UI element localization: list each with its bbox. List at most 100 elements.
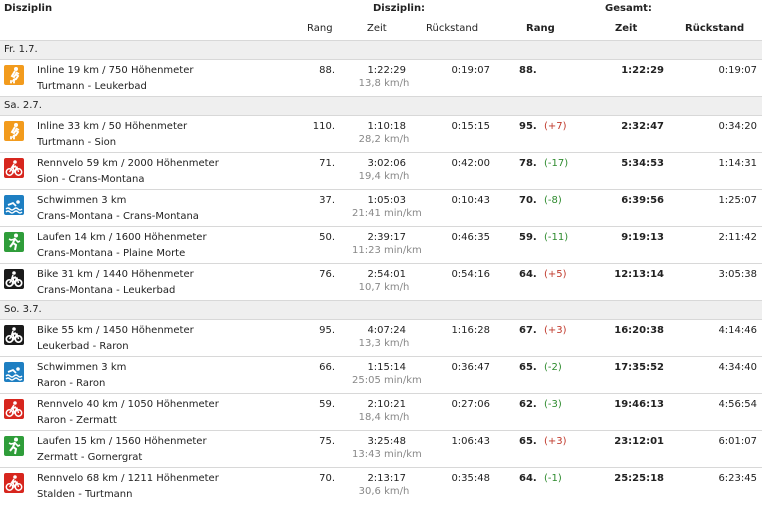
rueckstand-value: 0:15:15 — [451, 121, 490, 132]
disziplin-header: Disziplin — [4, 3, 53, 14]
header-row-2: Rang Zeit Rückstand Rang Zeit Rückstand — [0, 23, 774, 37]
gesamt-zeit-value: 25:25:18 — [614, 473, 664, 484]
event-route: Raron - Raron — [37, 378, 106, 389]
event-route: Crans-Montana - Plaine Morte — [37, 248, 186, 259]
gesamt-zeit-value: 9:19:13 — [621, 232, 664, 243]
gesamt-rueckstand-value: 4:34:40 — [718, 362, 757, 373]
speed-value: 30,6 km/h — [358, 486, 410, 497]
zeit-value: 1:22:29 — [367, 65, 406, 76]
table-row: Rennvelo 59 km / 2000 Höhenmeter Sion - C… — [0, 152, 762, 189]
speed-value: 19,4 km/h — [358, 171, 410, 182]
day-label: Sa. 2.7. — [4, 100, 42, 111]
gesamt-rueckstand-value: 1:14:31 — [718, 158, 757, 169]
rueckstand-header: Rückstand — [426, 23, 479, 34]
rueckstand-value: 0:42:00 — [451, 158, 490, 169]
gesamt-rang-value: 64. — [519, 473, 537, 484]
table-row: Rennvelo 68 km / 1211 Höhenmeter Stalden … — [0, 467, 762, 504]
gesamt-rang-value: 95. — [519, 121, 537, 132]
rang-value: 75. — [319, 436, 335, 447]
event-name: Rennvelo 68 km / 1211 Höhenmeter — [37, 473, 219, 484]
zeit-value: 2:54:01 — [367, 269, 406, 280]
table-row: Bike 31 km / 1440 Höhenmeter Crans-Montan… — [0, 263, 762, 300]
gesamt-rang-value: 65. — [519, 436, 537, 447]
road-bike-icon — [4, 473, 24, 493]
event-name: Schwimmen 3 km — [37, 195, 127, 206]
gesamt-rang-value: 59. — [519, 232, 537, 243]
speed-value: 21:41 min/km — [352, 208, 422, 219]
day-header-row: Sa. 2.7. — [0, 96, 762, 116]
rang-value: 37. — [319, 195, 335, 206]
speed-value: 13:43 min/km — [352, 449, 422, 460]
rueckstand-value: 0:19:07 — [451, 65, 490, 76]
event-route: Turtmann - Leukerbad — [37, 81, 147, 92]
speed-value: 13,8 km/h — [358, 78, 410, 89]
event-route: Crans-Montana - Leukerbad — [37, 285, 176, 296]
rang-value: 66. — [319, 362, 335, 373]
gesamt-rang-value: 70. — [519, 195, 537, 206]
running-icon — [4, 436, 24, 456]
gesamt-rang-header: Rang — [526, 23, 555, 34]
gesamt-rueckstand-value: 6:23:45 — [718, 473, 757, 484]
table-row: Inline 19 km / 750 Höhenmeter Turtmann - … — [0, 59, 762, 96]
event-route: Raron - Zermatt — [37, 415, 117, 426]
event-name: Laufen 14 km / 1600 Höhenmeter — [37, 232, 207, 243]
zeit-value: 2:13:17 — [367, 473, 406, 484]
zeit-value: 3:02:06 — [367, 158, 406, 169]
rank-change: (-1) — [544, 473, 562, 484]
speed-value: 10,7 km/h — [358, 282, 410, 293]
rueckstand-value: 1:16:28 — [451, 325, 490, 336]
event-name: Rennvelo 40 km / 1050 Höhenmeter — [37, 399, 219, 410]
running-icon — [4, 232, 24, 252]
event-route: Crans-Montana - Crans-Montana — [37, 211, 199, 222]
table-row: Inline 33 km / 50 Höhenmeter Turtmann - S… — [0, 115, 762, 152]
rang-value: 110. — [312, 121, 335, 132]
rueckstand-value: 0:35:48 — [451, 473, 490, 484]
event-route: Leukerbad - Raron — [37, 341, 129, 352]
speed-value: 18,4 km/h — [358, 412, 410, 423]
gesamt-rueckstand-value: 1:25:07 — [718, 195, 757, 206]
gesamt-rueckstand-value: 0:19:07 — [718, 65, 757, 76]
inline-skater-icon — [4, 121, 24, 141]
rang-value: 95. — [319, 325, 335, 336]
speed-value: 11:23 min/km — [352, 245, 422, 256]
gesamt-zeit-value: 2:32:47 — [621, 121, 664, 132]
day-header-row: Fr. 1.7. — [0, 40, 762, 60]
table-row: Laufen 14 km / 1600 Höhenmeter Crans-Mont… — [0, 226, 762, 263]
rang-value: 88. — [319, 65, 335, 76]
zeit-value: 1:10:18 — [367, 121, 406, 132]
swimming-icon — [4, 362, 24, 382]
gesamt-zeit-value: 1:22:29 — [621, 65, 664, 76]
gesamt-rueckstand-value: 0:34:20 — [718, 121, 757, 132]
rueckstand-value: 0:54:16 — [451, 269, 490, 280]
event-route: Zermatt - Gornergrat — [37, 452, 143, 463]
gesamt-zeit-value: 12:13:14 — [614, 269, 664, 280]
gesamt-zeit-value: 23:12:01 — [614, 436, 664, 447]
zeit-value: 2:10:21 — [367, 399, 406, 410]
header-row-1: Disziplin Disziplin: Gesamt: — [0, 3, 774, 17]
rang-value: 50. — [319, 232, 335, 243]
gesamt-rang-value: 88. — [519, 65, 537, 76]
rang-header: Rang — [307, 23, 333, 34]
speed-value: 13,3 km/h — [358, 338, 410, 349]
event-name: Schwimmen 3 km — [37, 362, 127, 373]
table-row: Bike 55 km / 1450 Höhenmeter Leukerbad - … — [0, 319, 762, 356]
event-route: Sion - Crans-Montana — [37, 174, 145, 185]
rang-value: 76. — [319, 269, 335, 280]
gesamt-zeit-value: 5:34:53 — [621, 158, 664, 169]
gesamt-group-header: Gesamt: — [605, 3, 652, 14]
rueckstand-value: 0:36:47 — [451, 362, 490, 373]
speed-value: 25:05 min/km — [352, 375, 422, 386]
table-row: Schwimmen 3 km Crans-Montana - Crans-Mont… — [0, 189, 762, 226]
table-row: Rennvelo 40 km / 1050 Höhenmeter Raron - … — [0, 393, 762, 430]
mountain-bike-icon — [4, 325, 24, 345]
gesamt-rang-value: 78. — [519, 158, 537, 169]
rang-value: 71. — [319, 158, 335, 169]
gesamt-zeit-value: 19:46:13 — [614, 399, 664, 410]
rang-value: 70. — [319, 473, 335, 484]
disziplin-group-header: Disziplin: — [373, 3, 426, 14]
rueckstand-value: 1:06:43 — [451, 436, 490, 447]
day-label: So. 3.7. — [4, 304, 42, 315]
table-row: Schwimmen 3 km Raron - Raron 66. 1:15:14 25:… — [0, 356, 762, 393]
gesamt-rueckstand-value: 4:14:46 — [718, 325, 757, 336]
